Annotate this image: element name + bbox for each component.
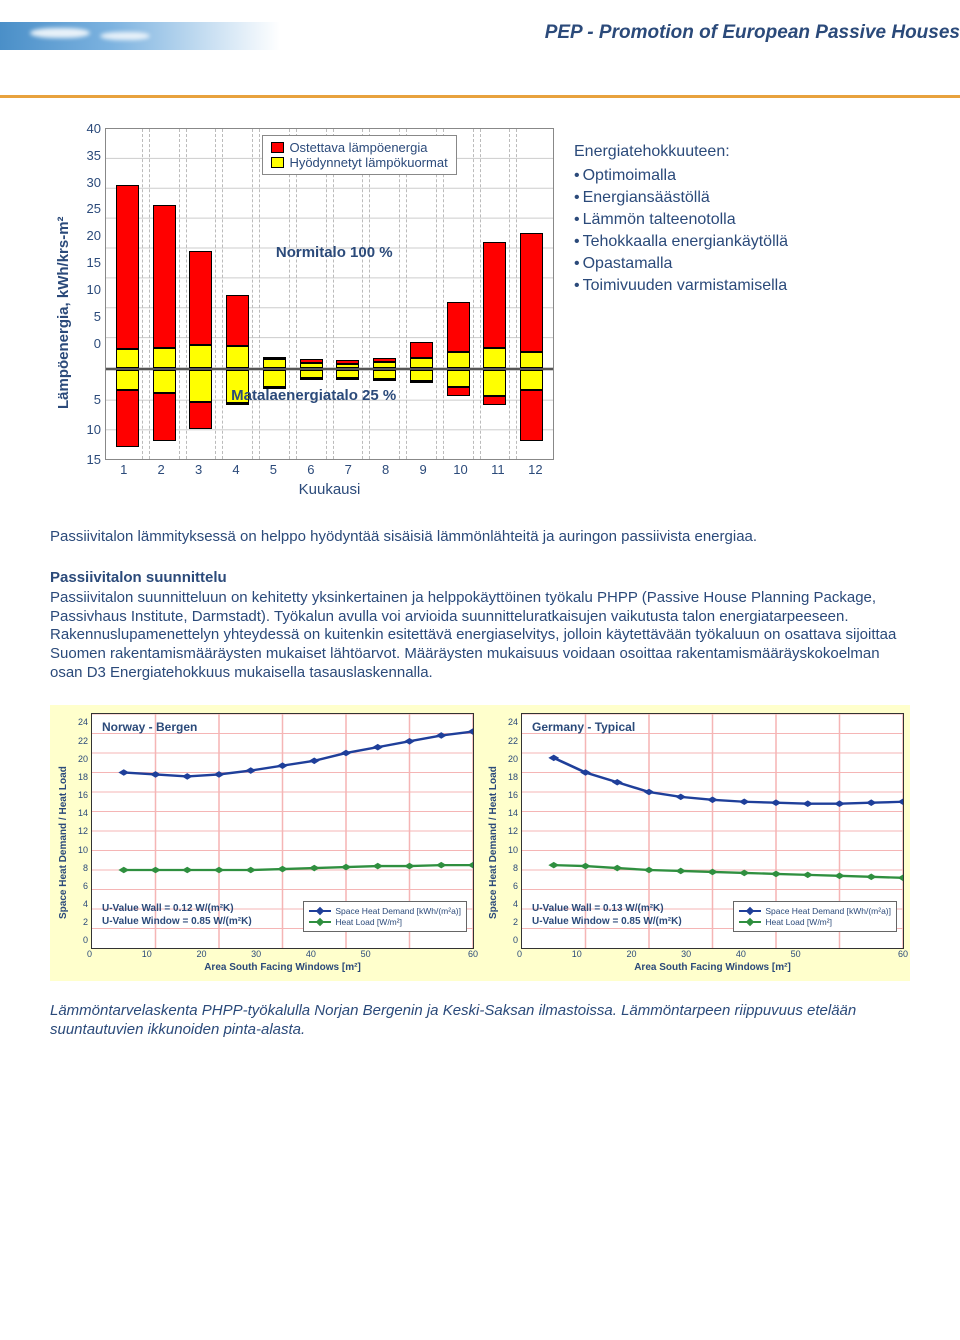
lc-y-label: Space Heat Demand / Heat Load (56, 713, 71, 973)
header-title: PEP - Promotion of European Passive Hous… (545, 22, 960, 44)
paragraph-1: Passiivitalon lämmityksessä on helppo hy… (50, 528, 910, 547)
annotation-top: Normitalo 100 % (276, 244, 393, 261)
lc-legend: Space Heat Demand [kWh/(m²a)] Heat Load … (733, 901, 897, 932)
orange-rule (0, 95, 960, 98)
x-axis-label: Kuukausi (77, 481, 554, 498)
lc-x-label: Area South Facing Windows [m²] (71, 962, 474, 973)
lower-chart: Matalaenergiatalo 25 % (106, 369, 553, 459)
lc-title-right: Germany - Typical (532, 720, 635, 734)
upper-chart: Ostettava lämpöenergia Hyödynnetyt lämpö… (106, 129, 553, 369)
legend-yellow-label: Hyödynnetyt lämpökuormat (289, 155, 447, 170)
header-banner: PEP - Promotion of European Passive Hous… (0, 0, 960, 70)
bullet: Energiansäästöllä (574, 189, 910, 207)
line-charts-row: Space Heat Demand / Heat Load 0246810121… (50, 705, 910, 981)
lc-legend: Space Heat Demand [kWh/(m²a)] Heat Load … (303, 901, 467, 932)
y-ticks: 0510152025303540 51015 (77, 128, 105, 460)
lc-title-left: Norway - Bergen (102, 720, 197, 734)
caption: Lämmöntarvelaskenta PHPP-työkalulla Norj… (50, 1001, 910, 1040)
bar-chart: Lämpöenergia, kWh/krs-m² 051015202530354… (50, 128, 554, 498)
lc-uvals-left: U-Value Wall = 0.12 W/(m²K)U-Value Windo… (102, 902, 252, 928)
bullet: Lämmön talteenotolla (574, 211, 910, 229)
annotation-bottom: Matalaenergiatalo 25 % (231, 387, 396, 404)
legend: Ostettava lämpöenergia Hyödynnetyt lämpö… (262, 135, 456, 175)
section-design: Passiivitalon suunnittelu Passiivitalon … (50, 569, 910, 683)
lc-x-label: Area South Facing Windows [m²] (501, 962, 904, 973)
line-chart-right: Space Heat Demand / Heat Load 0246810121… (480, 705, 910, 981)
y-axis-label: Lämpöenergia, kWh/krs-m² (50, 128, 77, 498)
lc-y-label: Space Heat Demand / Heat Load (486, 713, 501, 973)
legend-red-label: Ostettava lämpöenergia (289, 140, 427, 155)
section-title: Passiivitalon suunnittelu (50, 569, 910, 586)
side-text-title: Energiatehokkuuteen: (574, 143, 910, 161)
bullet: Optimoimalla (574, 167, 910, 185)
line-chart-left: Space Heat Demand / Heat Load 0246810121… (50, 705, 480, 981)
x-ticks: 123456789101112 (77, 460, 554, 477)
bullet: Tehokkaalla energiankäytöllä (574, 233, 910, 251)
bullet: Opastamalla (574, 255, 910, 273)
sky-decor (0, 22, 280, 50)
paragraph-2: Passiivitalon suunnitteluun on kehitetty… (50, 589, 910, 683)
bullet: Toimivuuden varmistamisella (574, 277, 910, 295)
side-text: Energiatehokkuuteen: Optimoimalla Energia… (574, 128, 910, 498)
lc-uvals-right: U-Value Wall = 0.13 W/(m²K)U-Value Windo… (532, 902, 682, 928)
